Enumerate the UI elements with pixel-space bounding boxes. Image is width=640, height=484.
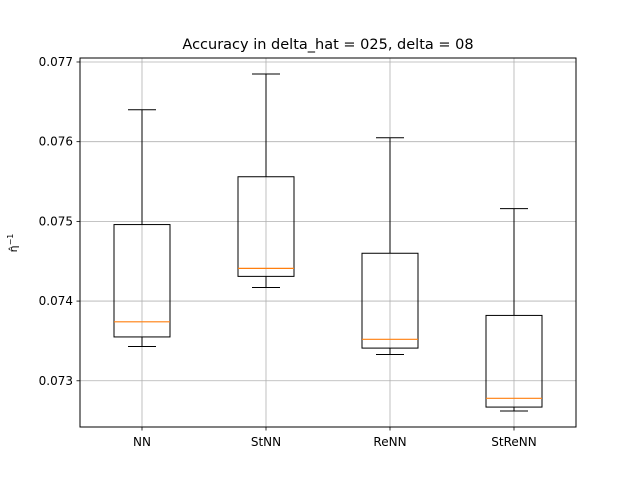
- box-strenn: [485, 208, 543, 412]
- iqr-box: [237, 176, 295, 277]
- box-nn: [113, 109, 171, 348]
- axes: 0.073 0.074 0.075 0.076 0.077 NN StNN ReNN StReN…: [39, 55, 537, 449]
- y-tick-label: 0.076: [39, 135, 73, 149]
- x-tick-label: StReNN: [491, 435, 536, 449]
- plot-area-frame: [79, 57, 577, 428]
- box-series: [113, 73, 543, 412]
- iqr-box: [485, 314, 543, 408]
- iqr-box: [113, 224, 171, 338]
- chart-title: Accuracy in delta_hat = 025, delta = 08: [182, 37, 473, 53]
- y-axis-label-superscript: −1: [6, 234, 15, 246]
- x-tick-label: StNN: [251, 435, 281, 449]
- y-tick-label: 0.077: [39, 55, 73, 69]
- y-axis-label: η̂−1: [6, 234, 20, 253]
- x-tick-label: NN: [133, 435, 151, 449]
- y-tick-label: 0.074: [39, 294, 73, 308]
- iqr-box: [361, 252, 419, 349]
- y-tick-label: 0.073: [39, 374, 73, 388]
- y-tick-label: 0.075: [39, 214, 73, 228]
- x-tick-label: ReNN: [373, 435, 406, 449]
- box-stnn: [237, 73, 295, 289]
- box-renn: [361, 137, 419, 355]
- y-axis-label-base: η̂: [7, 245, 20, 252]
